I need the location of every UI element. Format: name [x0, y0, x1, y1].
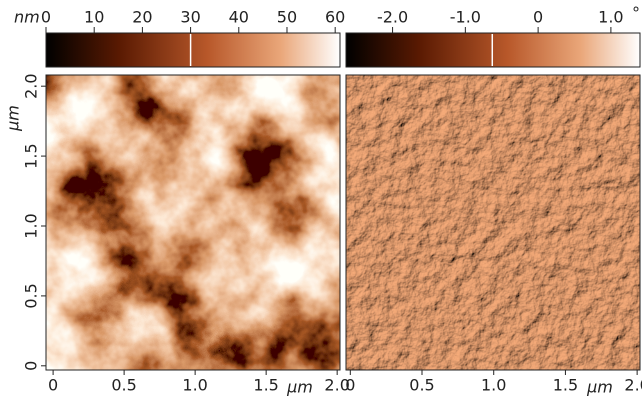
x-tick-label: 0: [48, 376, 58, 395]
x-tick-label: 0.5: [409, 376, 434, 395]
colorbar-tick-label: 0: [41, 8, 51, 27]
colorbar-tick-label: 40: [229, 8, 249, 27]
colorbar-tick-label: -1.0: [450, 8, 481, 27]
colorbar-tick-label: -2.0: [377, 8, 408, 27]
colorbar-unit: nm: [14, 8, 40, 27]
colorbar-unit: °: [632, 4, 640, 23]
y-tick-label: 1.5: [22, 143, 41, 168]
colorbar: [46, 33, 340, 67]
x-tick-label: 1.5: [553, 376, 578, 395]
afm-height-image: [46, 75, 340, 370]
colorbar-tick-label: 10: [84, 8, 104, 27]
colorbar-tick-label: 0: [533, 8, 543, 27]
x-tick-label: 0.5: [111, 376, 136, 395]
x-unit: µm: [586, 378, 613, 397]
x-unit: µm: [286, 378, 313, 397]
colorbar-tick-label: 30: [180, 8, 200, 27]
colorbar-tick-label: 20: [132, 8, 152, 27]
x-tick-label: 1.0: [182, 376, 207, 395]
figure: 0102030405060nm00.51.01.52.0µm00.51.01.5…: [0, 0, 642, 403]
y-unit: µm: [4, 105, 23, 132]
x-tick-label: 1.0: [481, 376, 506, 395]
x-tick-label: 0: [345, 376, 355, 395]
colorbar-tick-label: 1.0: [598, 8, 623, 27]
y-tick-label: 1.0: [22, 213, 41, 238]
x-tick-label: 1.5: [253, 376, 278, 395]
y-tick-label: 2.0: [22, 73, 41, 98]
colorbar-tick-label: 50: [277, 8, 297, 27]
x-tick-label: 2.0: [624, 376, 642, 395]
y-tick-label: 0.5: [22, 283, 41, 308]
colorbar-tick-label: 60: [325, 8, 345, 27]
y-tick-label: 0: [22, 361, 41, 371]
afm-phase-image: [346, 75, 640, 370]
